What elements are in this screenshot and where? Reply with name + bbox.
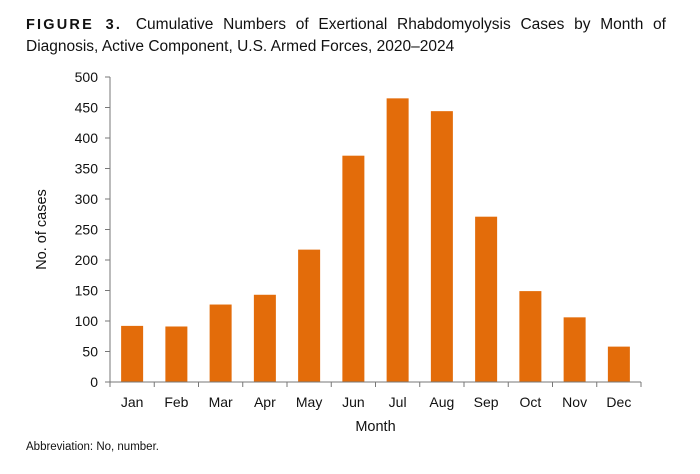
bar-dec: [607, 346, 630, 382]
bar-jul: [386, 98, 409, 382]
x-tick-label: Mar: [209, 394, 233, 410]
bar-aug: [430, 111, 453, 382]
x-axis: Jan Feb Mar Apr May Jun Jul Aug Sep Oct Nov Dec: [109, 382, 642, 410]
y-tick-label: 0: [90, 374, 98, 390]
x-tick-label: Nov: [562, 394, 587, 410]
bar-apr: [253, 294, 276, 382]
figure-title: FIGURE 3. Cumulative Numbers of Exertion…: [26, 14, 666, 57]
y-tick-label: 400: [75, 130, 99, 146]
x-tick-label: Dec: [606, 394, 631, 410]
bar-mar: [209, 304, 232, 382]
bar-sep: [475, 216, 498, 382]
x-tick-label: Jan: [121, 394, 144, 410]
x-tick-label: Jun: [342, 394, 365, 410]
x-tick-label: Aug: [429, 394, 454, 410]
bar-jun: [342, 155, 365, 382]
y-tick-label: 50: [82, 344, 98, 360]
y-axis-title: No. of cases: [34, 189, 50, 270]
x-tick-label: Oct: [519, 394, 541, 410]
figure-label: FIGURE 3.: [26, 17, 123, 33]
x-tick-label: Sep: [474, 394, 499, 410]
y-tick-label: 500: [75, 69, 99, 85]
bar-oct: [519, 291, 542, 382]
x-tick-label: Apr: [254, 394, 276, 410]
x-tick-label: Jul: [389, 394, 407, 410]
x-tick-label: May: [296, 394, 322, 410]
y-tick-label: 300: [75, 191, 99, 207]
x-axis-title: Month: [355, 419, 395, 435]
bars: [121, 98, 630, 382]
y-tick-label: 200: [75, 252, 99, 268]
y-tick-label: 100: [75, 313, 99, 329]
y-tick-label: 250: [75, 222, 99, 238]
y-tick-label: 450: [75, 100, 99, 116]
bar-feb: [165, 326, 188, 382]
y-axis: 0 50 100 150 200 250 300 350 400 450 500: [75, 69, 110, 390]
footnote: Abbreviation: No, number.: [26, 441, 159, 453]
y-tick-label: 150: [75, 283, 99, 299]
y-tick-label: 350: [75, 161, 99, 177]
bar-may: [298, 249, 321, 382]
bar-nov: [563, 317, 586, 382]
bar-jan: [121, 325, 144, 382]
x-tick-label: Feb: [164, 394, 188, 410]
figure-title-text: Cumulative Numbers of Exertional Rhabdom…: [26, 16, 666, 55]
